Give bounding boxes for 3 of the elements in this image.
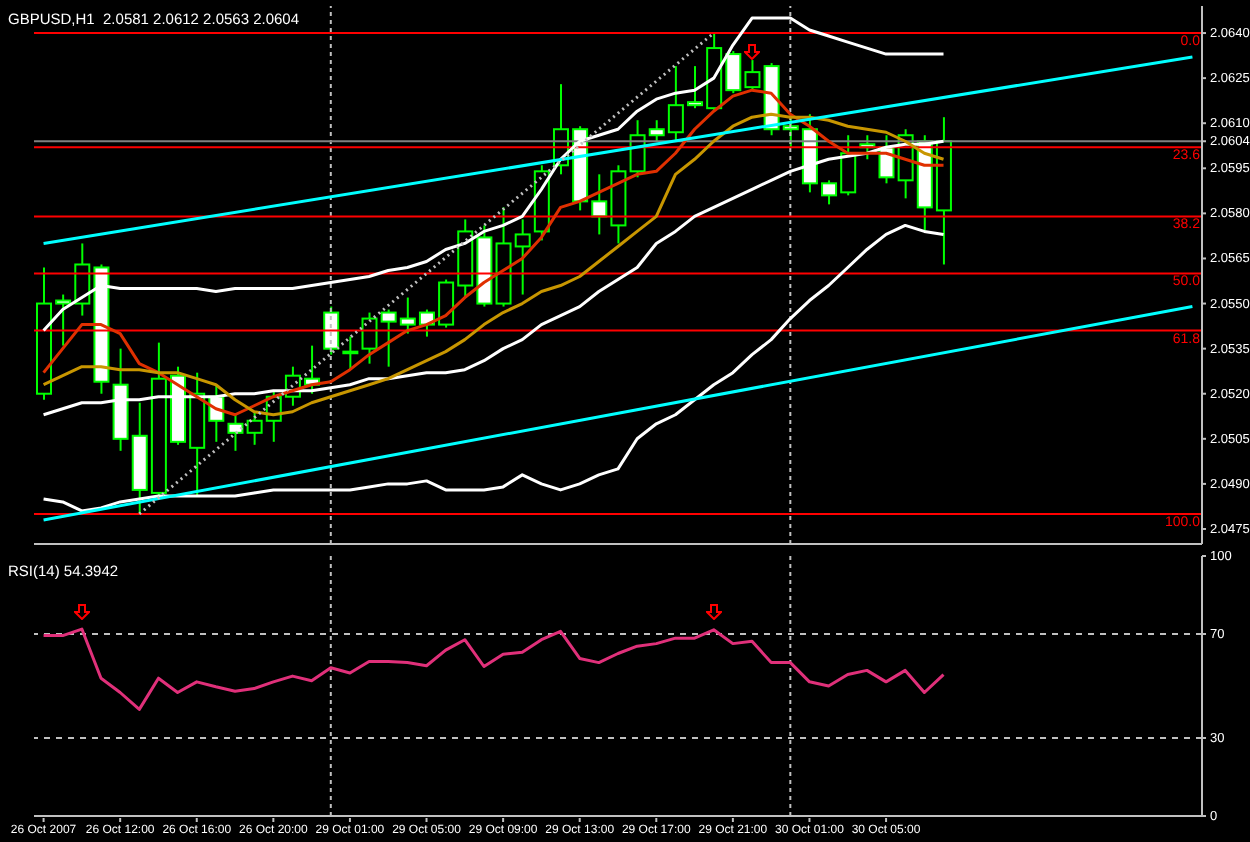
candlestick	[227, 413, 244, 452]
line-series	[42, 627, 946, 711]
line-series	[42, 223, 946, 513]
